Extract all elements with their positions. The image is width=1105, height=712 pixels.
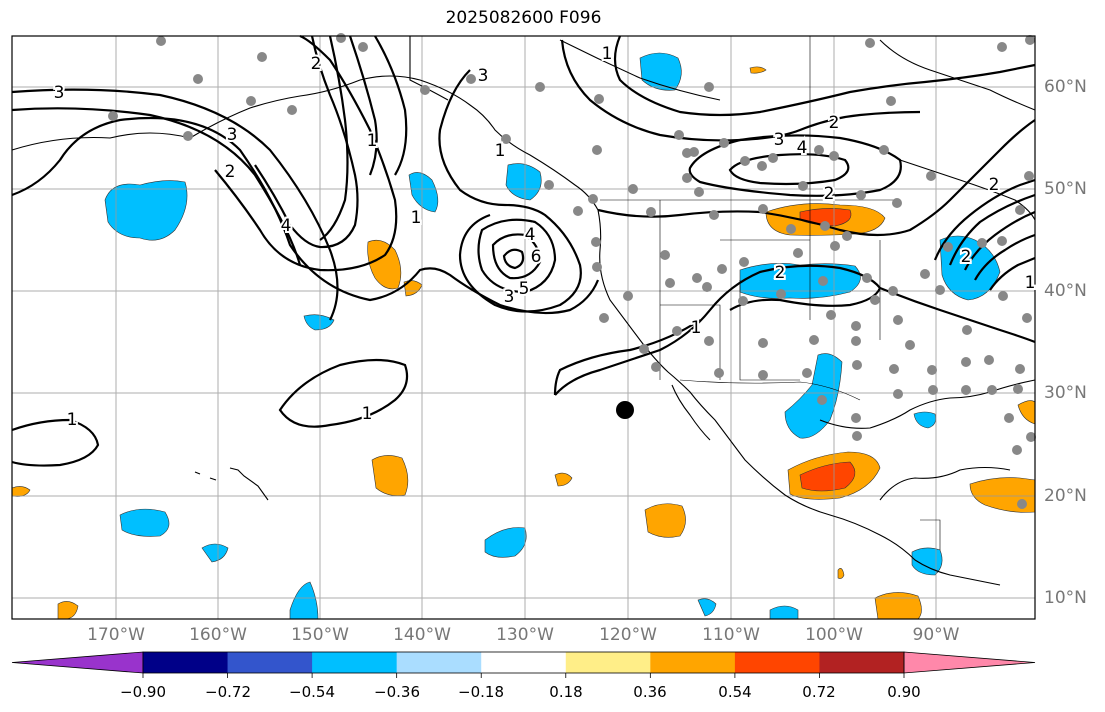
colorbar (11, 651, 1036, 678)
contour-lines (11, 34, 1036, 467)
lon-label: 140°W (393, 625, 451, 645)
lon-label: 110°W (702, 625, 760, 645)
contour-label: 2 (311, 54, 322, 74)
contour-label: 1 (411, 208, 422, 228)
colorbar-tick-label: −0.54 (289, 683, 335, 701)
colorbar-outline (142, 651, 905, 674)
contour-label: 1 (367, 131, 378, 151)
map-title: 2025082600 F096 (445, 8, 602, 28)
contour-label: 2 (225, 162, 236, 182)
contour-label: 2 (775, 263, 786, 283)
contour-label: 4 (281, 216, 292, 236)
contour-label: 4 (797, 138, 808, 158)
contour-label: 1 (67, 410, 78, 430)
contour-label: 1 (495, 141, 506, 161)
lat-label: 60°N (1044, 77, 1087, 97)
lat-label: 40°N (1044, 281, 1087, 301)
lat-label: 20°N (1044, 486, 1087, 506)
colorbar-bin (819, 652, 905, 673)
contour-label: 2 (961, 247, 972, 267)
colorbar-tick-label: −0.90 (120, 683, 166, 701)
map-background (12, 36, 1035, 619)
contour-label: 1 (602, 44, 613, 64)
colorbar-min-extension (11, 651, 144, 674)
contour-label: 6 (531, 247, 542, 267)
colorbar-bin (481, 652, 567, 673)
contour-label: 5 (519, 279, 530, 299)
colorbar-tick-label: 0.54 (718, 683, 752, 701)
political-boundaries (409, 36, 941, 550)
station-dots (108, 33, 1036, 509)
colorbar-tick-label: 0.72 (802, 683, 836, 701)
contour-label: 3 (504, 287, 515, 307)
lon-label: 130°W (496, 625, 554, 645)
contour-label: 2 (989, 175, 1000, 195)
colorbar-bin (650, 652, 736, 673)
contour-label: 2 (829, 113, 840, 133)
negative-anomaly-regions (104, 52, 1001, 620)
lon-label: 120°W (599, 625, 657, 645)
forecast-point-marker (616, 401, 634, 419)
contour-label: 3 (227, 125, 238, 145)
colorbar-bin (734, 652, 820, 673)
lon-label: 170°W (87, 625, 145, 645)
contour-label: 3 (54, 83, 65, 103)
lon-label: 90°W (912, 625, 960, 645)
lon-label: 150°W (291, 625, 349, 645)
colorbar-bin (312, 652, 398, 673)
contour-label: 1 (1025, 273, 1036, 293)
colorbar-tick-label: 0.36 (633, 683, 667, 701)
colorbar-bin (227, 652, 313, 673)
lon-label: 100°W (805, 625, 863, 645)
colorbar-tick-label: −0.18 (458, 683, 504, 701)
colorbar-bin (396, 652, 482, 673)
colorbar-tick-label: 0.18 (549, 683, 583, 701)
colorbar-tick-label: −0.36 (374, 683, 420, 701)
contour-label: 4 (525, 225, 536, 245)
contour-label-group: 3 3 2 2 4 1 1 1 1 3 3 2 2 2 4 4 6 5 3 2 … (52, 42, 1038, 432)
colorbar-tick-label: 0.90 (887, 683, 921, 701)
contour-label: 2 (824, 184, 835, 204)
lat-label: 10°N (1044, 588, 1087, 608)
colorbar-max-extension (903, 651, 1036, 674)
contour-label: 1 (691, 318, 702, 338)
lon-label: 160°W (189, 625, 247, 645)
contour-label: 1 (362, 404, 373, 424)
coastlines (11, 36, 1036, 586)
colorbar-bin (143, 652, 229, 673)
colorbar-tick-label: −0.72 (205, 683, 251, 701)
lat-label: 30°N (1044, 383, 1087, 403)
lat-label: 50°N (1044, 179, 1087, 199)
contour-label: 3 (774, 130, 785, 150)
contour-label: 3 (478, 66, 489, 86)
map-frame (11, 35, 1036, 620)
colorbar-bin (565, 652, 651, 673)
